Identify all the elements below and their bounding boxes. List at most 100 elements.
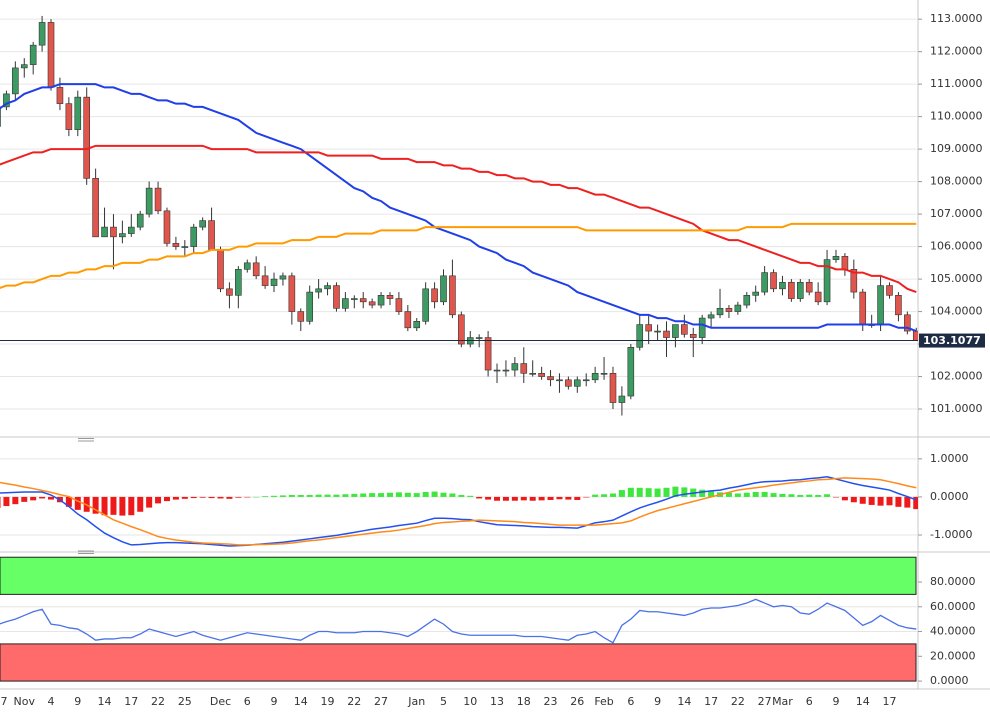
candle-body (672, 324, 679, 338)
candle-body (65, 103, 73, 130)
histogram-bar (529, 496, 536, 501)
candle-body (511, 363, 519, 371)
candle-body (877, 285, 884, 325)
candle-body (252, 262, 260, 277)
x-tick-label: 4 (48, 695, 55, 708)
x-tick-label: 9 (271, 695, 278, 708)
x-tick-label: 23 (544, 695, 558, 708)
histogram-bar (761, 491, 768, 497)
candle-body (779, 282, 786, 290)
histogram-bar (850, 496, 857, 503)
histogram-bar (868, 496, 875, 505)
candle-body (449, 275, 456, 316)
histogram-bar (788, 494, 795, 497)
candle-body (359, 298, 367, 303)
histogram-bar (119, 496, 126, 516)
candle-body (814, 291, 822, 303)
candle-body (29, 44, 37, 65)
candle-body (404, 311, 412, 329)
histogram-bar (235, 496, 242, 498)
candle-body (386, 295, 394, 299)
histogram-bar (369, 493, 376, 497)
histogram-bar (725, 492, 732, 497)
resize-grip[interactable] (78, 550, 94, 554)
histogram-bar (654, 488, 661, 497)
histogram-bar (262, 496, 269, 497)
candle-body (591, 372, 599, 381)
candle-body (636, 324, 644, 348)
histogram-bar (672, 486, 679, 497)
candle-body (582, 379, 590, 382)
candle-body (859, 291, 867, 325)
histogram-bar (413, 493, 420, 497)
candle-body (600, 372, 608, 375)
x-tick-label: 14 (677, 695, 691, 708)
candle-body (886, 285, 893, 296)
plot-area (0, 556, 917, 682)
candle-body (627, 347, 635, 397)
y-tick-label: -1.0000 (930, 528, 972, 541)
line (0, 475, 917, 547)
candle-body (556, 379, 563, 382)
candle-body (645, 324, 652, 332)
histogram-bar (877, 496, 884, 506)
candle-body (422, 288, 429, 322)
histogram-bar (208, 496, 215, 499)
y-tick-label: 0.0000 (930, 490, 969, 503)
candle-body (350, 298, 358, 300)
band (0, 556, 917, 595)
histogram-bar (110, 496, 117, 515)
candle-body (395, 298, 403, 312)
histogram-bar (449, 493, 456, 497)
y-tick-label: 80.0000 (930, 575, 976, 588)
candle-body (38, 22, 46, 46)
y-tick-label: 112.0000 (930, 45, 983, 58)
histogram-bar (155, 496, 162, 504)
y-tick-label: 0.0000 (930, 674, 969, 687)
candle-body (850, 269, 858, 293)
histogram-bar (511, 496, 518, 501)
histogram-bar (181, 496, 188, 499)
histogram-bar (913, 496, 918, 510)
x-tick-label: Mar (772, 695, 793, 708)
y-tick-label: 109.0000 (930, 142, 983, 155)
candle-body (279, 275, 287, 280)
y-tick-label: 107.0000 (930, 207, 983, 220)
histogram-bar (74, 496, 81, 510)
candle-body (681, 324, 688, 335)
candle-body (788, 282, 795, 299)
candle-body (663, 330, 670, 338)
x-tick-label: 9 (832, 695, 839, 708)
candle-body (841, 256, 849, 270)
candle-body (56, 87, 64, 104)
histogram-bar (574, 496, 581, 500)
histogram-bar (360, 493, 367, 497)
plot-area (0, 475, 918, 547)
candle-body (502, 369, 510, 372)
histogram-bar (824, 494, 831, 497)
resize-grip[interactable] (78, 438, 94, 442)
candle-body (0, 106, 1, 127)
histogram-bar (556, 496, 563, 500)
histogram-bar (832, 496, 839, 498)
histogram-bar (502, 496, 509, 501)
x-tick-label: 6 (244, 695, 251, 708)
candle-body (796, 282, 804, 299)
y-tick-label: 101.0000 (930, 402, 983, 415)
candle-body (12, 67, 19, 95)
histogram-bar (601, 494, 608, 497)
histogram-bar (645, 488, 652, 497)
x-tick-label: Nov (14, 695, 36, 708)
x-tick-label: 14 (98, 695, 112, 708)
candle-body (805, 282, 813, 293)
y-tick-label: 105.0000 (930, 272, 983, 285)
histogram-bar (306, 495, 313, 497)
histogram-bar (137, 496, 144, 512)
histogram-bar (3, 496, 10, 507)
candle-body (654, 330, 661, 333)
histogram-bar (128, 496, 135, 516)
x-tick-label: 22 (731, 695, 745, 708)
candle-body (145, 187, 153, 215)
histogram-bar (378, 493, 385, 497)
